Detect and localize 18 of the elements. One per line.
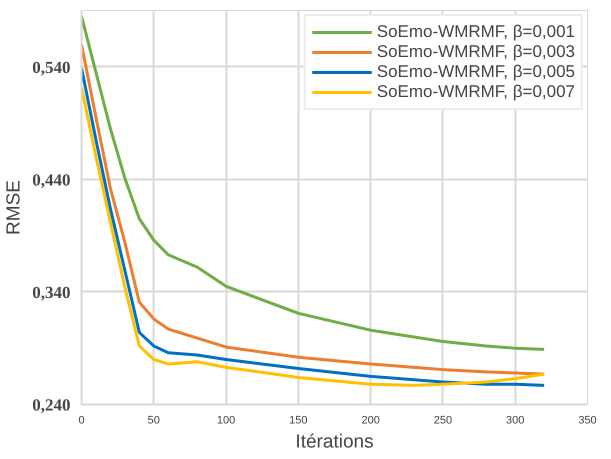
x-axis-title: Itérations [295,432,374,452]
x-tick-label: 300 [506,414,524,426]
legend-label: SoEmo-WMRMF, β=0,003 [376,42,575,62]
x-tick-label: 100 [216,414,236,426]
y-tick-label: 0,340 [32,282,70,302]
legend-label: SoEmo-WMRMF, β=0,001 [376,22,575,42]
x-tick-label: 200 [361,414,380,426]
y-tick-label: 0,440 [32,170,70,190]
y-axis-title: RMSE [3,180,24,235]
x-tick-label: 350 [578,414,597,426]
y-tick-label: 0,240 [32,396,70,414]
x-tick-label: 250 [434,414,452,426]
legend-label: SoEmo-WMRMF, β=0,007 [376,82,575,102]
x-tick-label: 150 [289,414,308,426]
legend-label: SoEmo-WMRMF, β=0,005 [376,62,575,82]
y-tick-label: 0,540 [32,58,70,77]
x-tick-label: 0 [78,414,85,426]
x-tick-label: 50 [148,414,160,426]
